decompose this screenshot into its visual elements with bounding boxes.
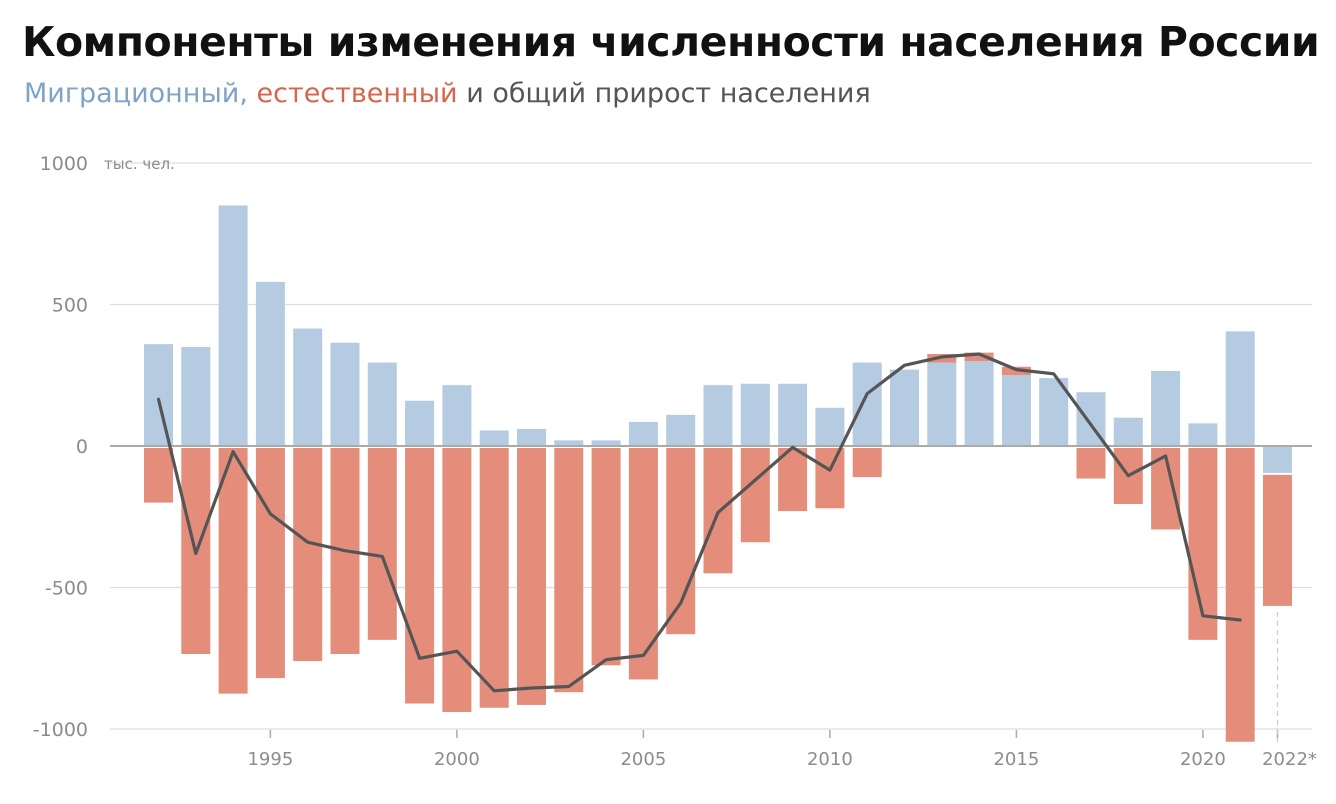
bar-migration-1999 [405,400,435,446]
bar-migration-2001 [479,430,509,446]
x-tick-label: 2005 [620,749,666,770]
y-tick-label: 1000 [40,153,88,175]
bar-natural-1999 [405,448,435,704]
bar-layer [144,205,1292,742]
bar-natural-1992 [144,448,173,503]
total-growth-line [156,352,1242,693]
bar-migration-2022 [1263,446,1292,473]
bar-migration-2010 [815,407,845,446]
bar-migration-2003 [554,440,584,446]
subtitle-migration: Миграционный, [24,78,248,109]
bar-migration-2005 [628,421,658,446]
subtitle-natural: естественный [256,78,458,109]
bar-migration-2013 [927,362,957,446]
x-tick-label: 2000 [434,749,480,770]
bar-migration-1996 [293,328,323,446]
bar-migration-2021 [1225,331,1255,446]
bar-natural-1998 [367,448,397,640]
bar-migration-1997 [330,342,360,446]
y-tick-label: 500 [52,295,88,317]
bar-migration-2006 [666,414,696,446]
subtitle-rest: и общий прирост населения [466,78,871,109]
bar-migration-2015 [1001,375,1031,446]
bar-natural-2002 [517,448,546,705]
y-tick-label: -1000 [33,719,88,741]
line-layer [156,352,1242,693]
bar-migration-2020 [1188,423,1218,446]
bar-migration-2002 [517,429,546,446]
bar-natural-2021 [1225,448,1255,742]
y-unit-label: тыс. чел. [104,155,175,173]
bar-natural-2003 [554,448,584,693]
bar-migration-2018 [1113,417,1143,446]
bar-migration-2000 [442,385,472,446]
bar-natural-2004 [591,448,621,666]
chart-subtitle: Миграционный, естественный и общий приро… [24,78,871,109]
bar-migration-2009 [778,383,808,446]
bar-natural-1996 [293,448,323,662]
bar-migration-2012 [890,369,919,446]
bar-migration-1992 [144,344,173,446]
bar-natural-2010 [815,448,845,509]
bar-migration-1993 [181,346,211,446]
x-tick-label: 1995 [247,749,293,770]
bar-natural-2017 [1076,448,1106,479]
label-layer: 1000 тыс. чел. 500 0 -500 -1000 1995 2000 2005 20… [33,153,1317,770]
x-tick-label: 2015 [993,749,1039,770]
bar-migration-1998 [367,362,397,446]
bar-migration-2008 [740,383,770,446]
bar-natural-2014 [964,352,994,362]
x-tick-label: 2010 [807,749,853,770]
grid-layer [110,162,1312,730]
bar-migration-2007 [703,385,733,446]
bar-natural-2001 [479,448,509,708]
bar-migration-1994 [218,205,248,446]
bar-natural-2005 [628,448,658,680]
x-tick-label: 2020 [1180,749,1226,770]
bar-natural-2022 [1263,474,1292,606]
bar-natural-2009 [778,448,808,512]
bar-migration-1995 [255,281,285,446]
bar-natural-2006 [666,448,696,635]
bar-migration-2019 [1151,371,1181,446]
bar-natural-1994 [218,448,248,694]
y-tick-label: 0 [76,436,88,458]
bar-natural-2008 [740,448,770,543]
bar-migration-2004 [591,440,621,446]
chart-title: Компоненты изменения численности населен… [22,18,1320,66]
bar-natural-2000 [442,448,472,713]
bar-natural-1995 [255,448,285,679]
x-tick-label: 2022* [1262,749,1317,770]
y-tick-label: -500 [45,578,88,600]
bar-migration-2014 [964,361,994,446]
bar-natural-2020 [1188,448,1218,640]
axis-layer [110,445,1312,742]
bar-natural-2011 [852,448,882,478]
bar-migration-2011 [852,362,882,446]
